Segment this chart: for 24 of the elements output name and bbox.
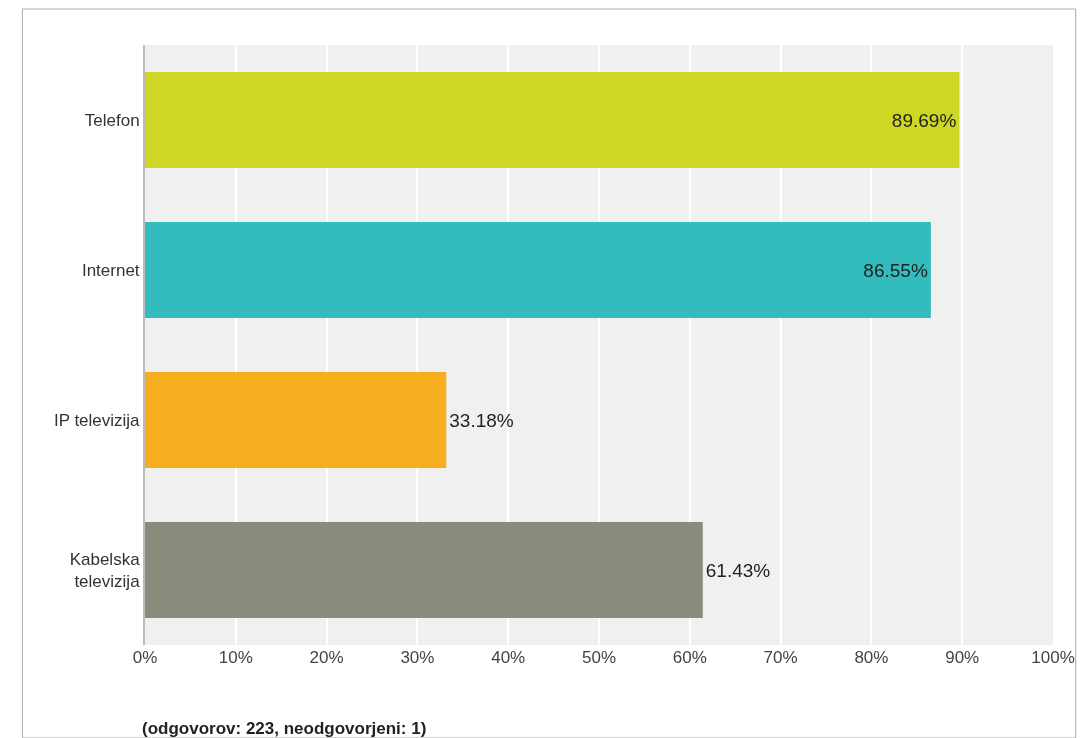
- data-label: 33.18%: [449, 409, 514, 431]
- x-tick-label: 30%: [400, 648, 435, 667]
- x-tick-label: 20%: [309, 648, 344, 667]
- x-tick-label: 0%: [132, 648, 158, 667]
- y-tick-label: Kabelska televizija: [69, 549, 141, 591]
- text: (odgovorov: 223, neodgovorjeni: 1): [142, 719, 427, 738]
- bar: [145, 222, 931, 318]
- x-tick-label: 40%: [491, 648, 526, 667]
- x-tick-label: 80%: [854, 648, 889, 667]
- x-tick-label: 50%: [581, 648, 617, 667]
- y-tick-label: Telefon: [84, 110, 140, 130]
- data-label: 86.55%: [863, 259, 928, 281]
- bar: [145, 372, 447, 468]
- x-tick-label: 90%: [945, 648, 980, 667]
- data-label: 89.69%: [891, 109, 957, 131]
- data-label: 61.43%: [705, 559, 771, 581]
- y-tick-label: IP televizija: [53, 410, 141, 430]
- x-tick-label: 100%: [1031, 648, 1075, 667]
- bar: [145, 72, 960, 168]
- x-tick-label: 70%: [763, 648, 798, 667]
- y-tick-label: Internet: [81, 260, 140, 280]
- bar: [145, 522, 703, 618]
- x-tick-label: 10%: [218, 648, 253, 667]
- x-tick-label: 60%: [672, 648, 707, 667]
